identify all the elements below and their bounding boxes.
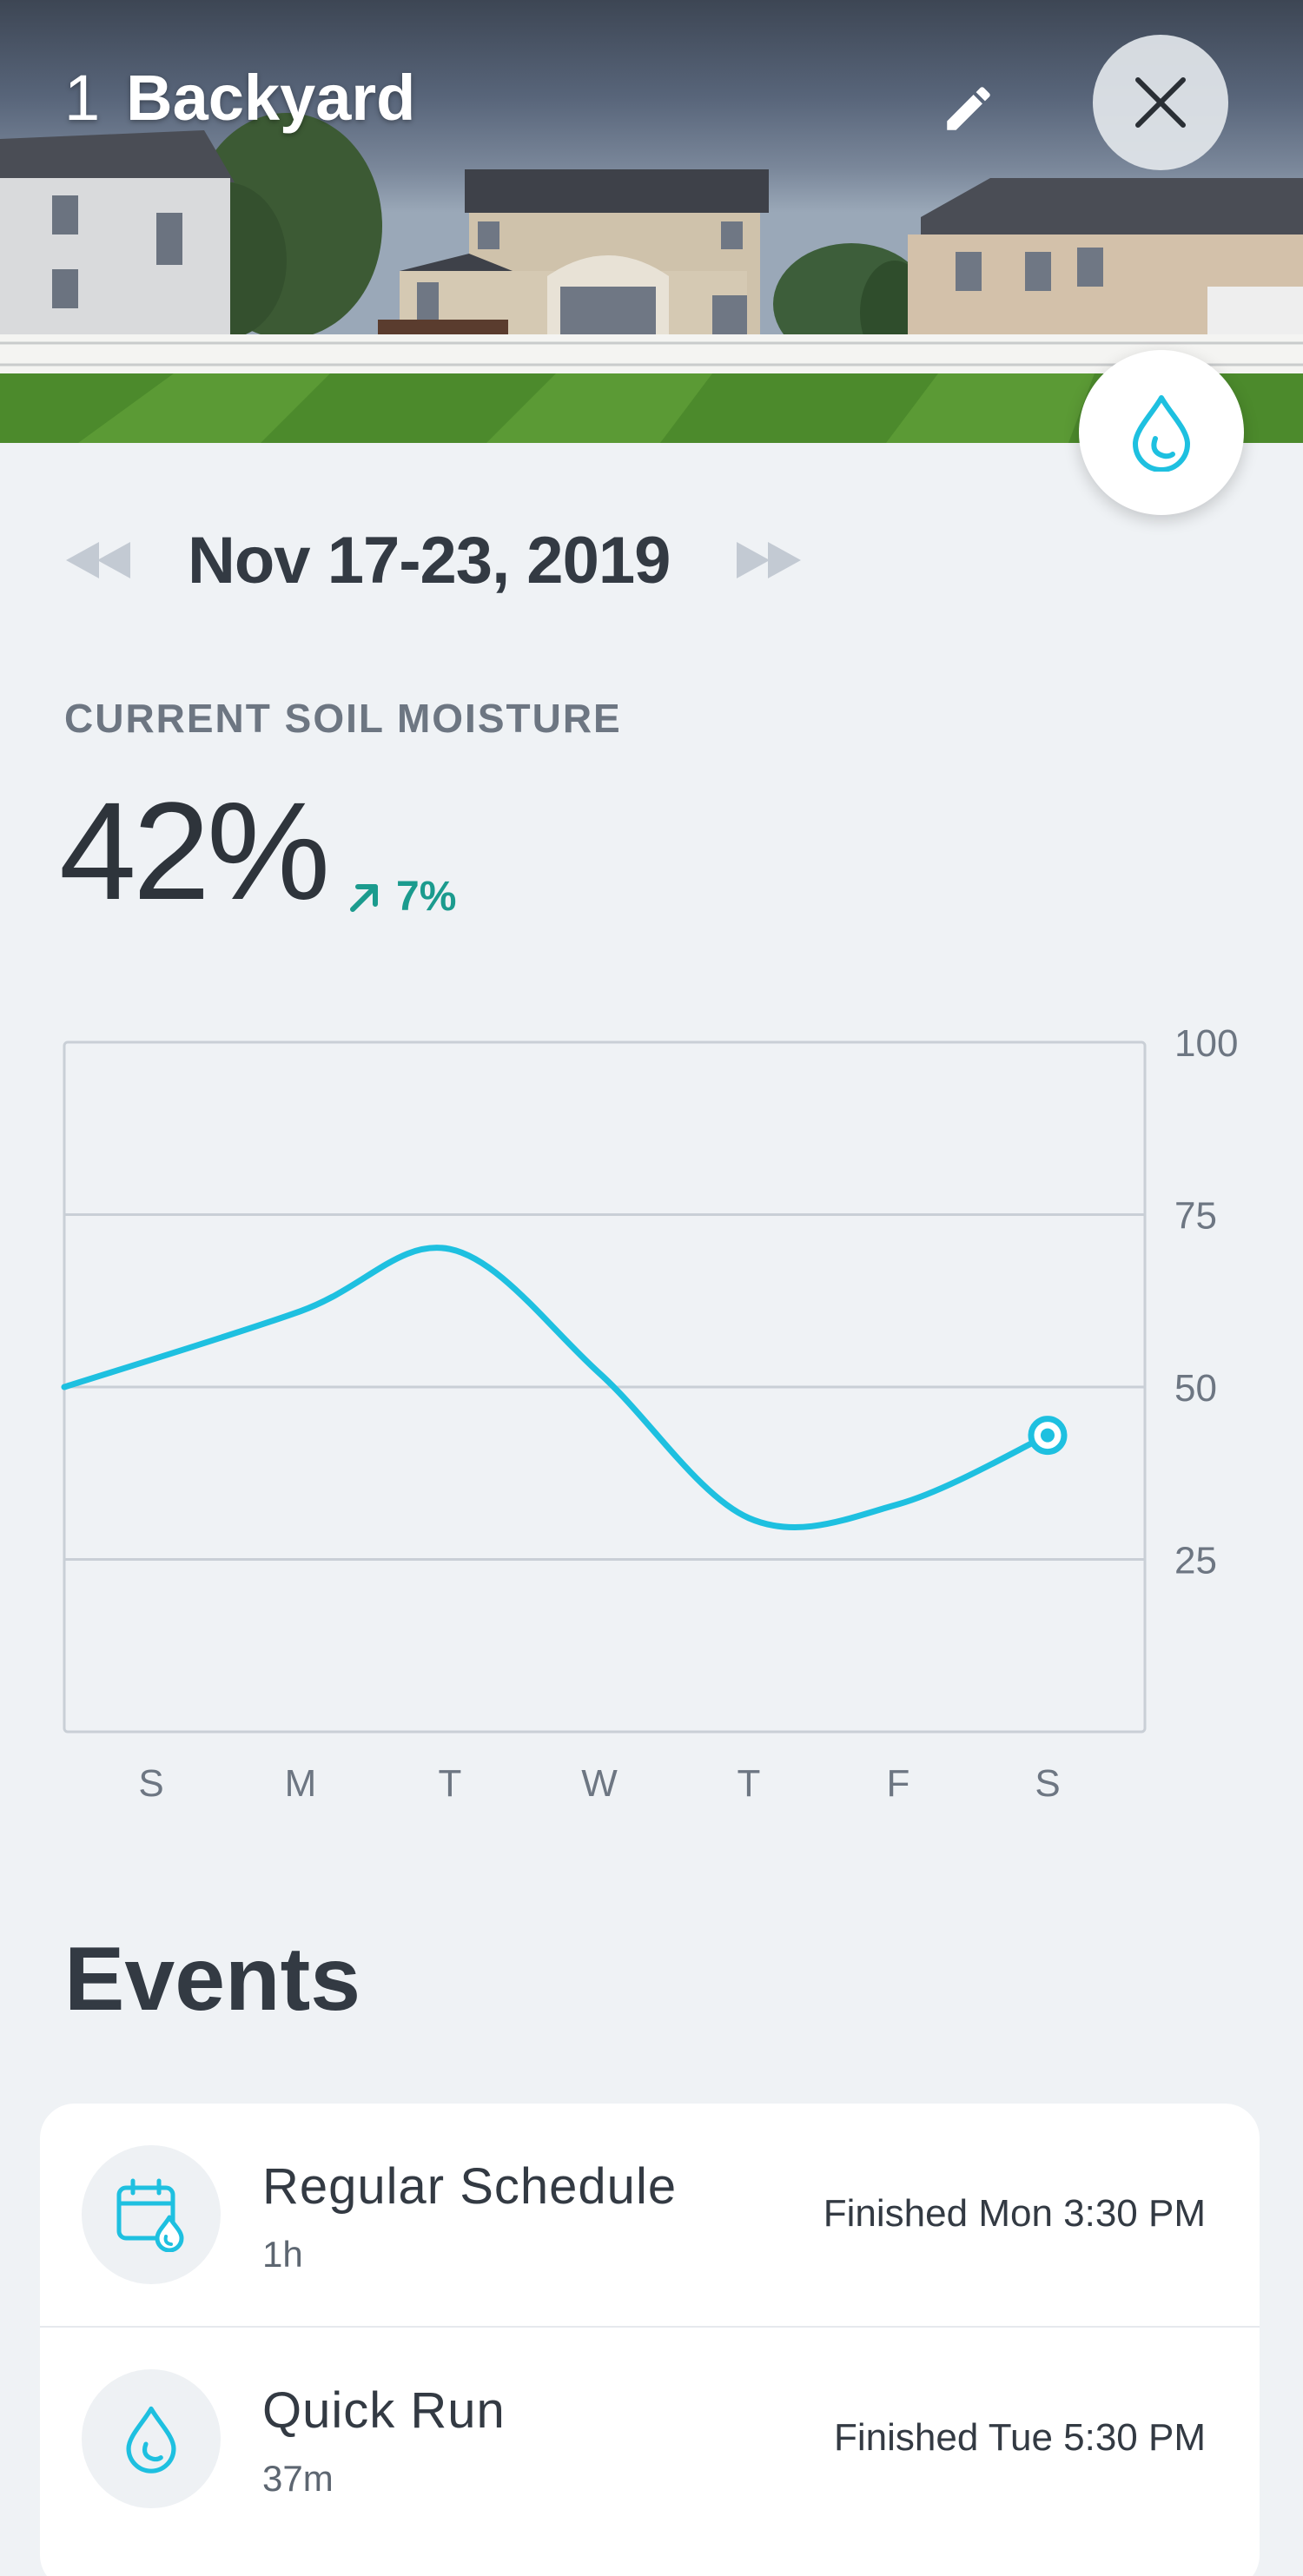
date-navigator: Nov 17-23, 2019 bbox=[64, 512, 846, 608]
x-tick-label: S bbox=[1035, 1762, 1060, 1805]
event-name: Quick Run bbox=[262, 2382, 506, 2439]
backyard-photo bbox=[0, 113, 1303, 443]
zone-title: 1 Backyard bbox=[64, 61, 415, 135]
events-list: Regular Schedule 1h Finished Mon 3:30 PM… bbox=[40, 2104, 1260, 2576]
pencil-icon bbox=[947, 87, 990, 130]
y-tick-label: 50 bbox=[1174, 1367, 1217, 1410]
quick-run-water-button[interactable] bbox=[1079, 350, 1244, 515]
events-heading: Events bbox=[64, 1929, 361, 2030]
y-tick-label: 75 bbox=[1174, 1195, 1217, 1238]
fast-forward-icon bbox=[737, 542, 801, 578]
rewind-icon bbox=[66, 542, 130, 578]
edit-zone-button[interactable] bbox=[929, 69, 1008, 148]
event-status: Finished Tue 5:30 PM bbox=[833, 2416, 1206, 2459]
event-row-regular-schedule[interactable]: Regular Schedule 1h Finished Mon 3:30 PM bbox=[40, 2104, 1260, 2326]
soil-moisture-chart: 100 75 50 25 S M T W T F S bbox=[61, 1022, 1238, 1805]
current-point-dot bbox=[1041, 1428, 1055, 1443]
zone-hero-image: 1 Backyard bbox=[0, 0, 1303, 443]
event-duration: 37m bbox=[262, 2458, 334, 2499]
moisture-series-line bbox=[61, 1245, 1051, 1530]
event-row-quick-run[interactable]: Quick Run 37m Finished Tue 5:30 PM bbox=[40, 2326, 1260, 2548]
x-tick-label: W bbox=[581, 1762, 618, 1805]
x-tick-label: M bbox=[285, 1762, 317, 1805]
next-week-button[interactable] bbox=[733, 538, 803, 582]
x-tick-label: T bbox=[439, 1762, 462, 1805]
close-button[interactable] bbox=[1093, 35, 1228, 170]
soil-moisture-change: 7% bbox=[347, 873, 456, 921]
event-duration: 1h bbox=[262, 2234, 303, 2275]
water-drop-icon bbox=[1133, 395, 1190, 472]
y-tick-label: 25 bbox=[1174, 1540, 1217, 1582]
x-tick-label: F bbox=[887, 1762, 910, 1805]
soil-moisture-label: CURRENT SOIL MOISTURE bbox=[64, 696, 622, 741]
arrow-up-right-icon bbox=[350, 883, 378, 912]
water-drop-icon bbox=[126, 2406, 176, 2474]
event-icon-container bbox=[82, 2145, 221, 2284]
y-tick-label: 100 bbox=[1174, 1022, 1238, 1065]
close-icon bbox=[1135, 77, 1186, 128]
zone-name: Backyard bbox=[126, 62, 416, 134]
previous-week-button[interactable] bbox=[64, 538, 134, 582]
soil-moisture-value: 42% bbox=[59, 773, 330, 928]
zone-number: 1 bbox=[64, 62, 101, 134]
event-name: Regular Schedule bbox=[262, 2158, 678, 2215]
soil-moisture-change-value: 7% bbox=[396, 874, 457, 920]
x-tick-label: T bbox=[737, 1762, 761, 1805]
date-range-label: Nov 17-23, 2019 bbox=[188, 524, 671, 598]
event-status: Finished Mon 3:30 PM bbox=[823, 2192, 1206, 2235]
calendar-drop-icon bbox=[116, 2178, 184, 2252]
x-tick-label: S bbox=[138, 1762, 163, 1805]
event-icon-container bbox=[82, 2369, 221, 2508]
